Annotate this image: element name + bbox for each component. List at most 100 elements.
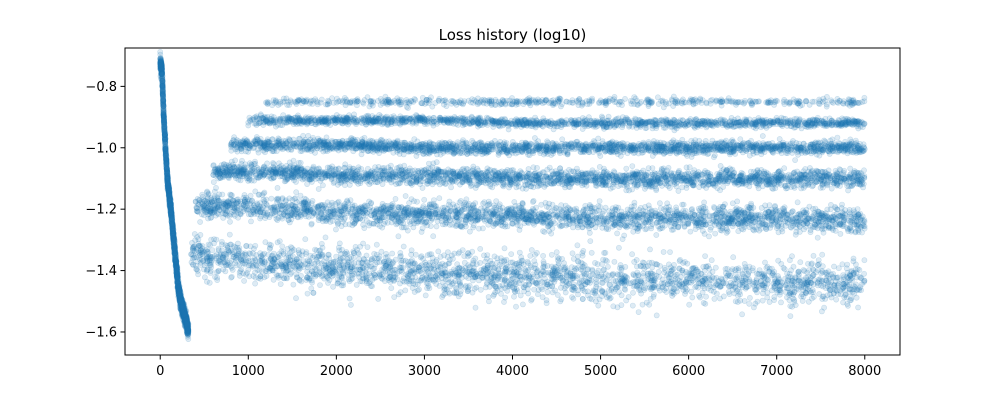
scatter-point xyxy=(789,281,795,288)
scatter-point xyxy=(206,279,213,286)
scatter-point xyxy=(537,272,544,279)
scatter-point xyxy=(385,264,392,270)
scatter-point xyxy=(214,277,221,283)
scatter-point xyxy=(221,259,227,266)
scatter-point xyxy=(313,247,320,254)
scatter-point xyxy=(775,279,781,286)
scatter-point xyxy=(762,280,769,287)
scatter-point xyxy=(290,281,297,288)
scatter-point xyxy=(181,308,187,315)
scatter-point xyxy=(175,293,182,300)
scatter-point xyxy=(649,259,655,266)
scatter-point xyxy=(157,60,164,67)
scatter-point xyxy=(411,289,418,295)
scatter-point xyxy=(522,281,528,288)
scatter-point xyxy=(666,278,672,284)
scatter-point xyxy=(311,252,318,259)
scatter-point xyxy=(160,109,167,116)
scatter-point xyxy=(171,247,178,254)
scatter-point xyxy=(851,286,858,293)
scatter-point xyxy=(399,277,406,284)
scatter-point xyxy=(310,289,317,296)
scatter-point xyxy=(552,276,559,283)
scatter-point xyxy=(173,258,180,265)
scatter-points xyxy=(157,49,868,342)
scatter-point xyxy=(549,263,555,270)
scatter-point xyxy=(256,267,263,274)
scatter-point xyxy=(676,282,682,289)
scatter-point xyxy=(650,278,657,285)
scatter-point xyxy=(682,258,688,265)
scatter-point xyxy=(428,265,434,272)
scatter-point xyxy=(646,301,653,308)
scatter-point xyxy=(655,285,662,291)
scatter-point xyxy=(540,264,547,271)
scatter-point xyxy=(702,300,709,307)
scatter-point xyxy=(173,270,180,277)
scatter-point xyxy=(330,283,336,290)
scatter-point xyxy=(473,284,480,291)
scatter-point xyxy=(385,275,392,281)
scatter-point xyxy=(617,262,624,268)
scatter-point xyxy=(569,270,576,277)
scatter-point xyxy=(848,295,855,302)
scatter-point xyxy=(162,139,169,146)
scatter-point xyxy=(174,273,181,280)
scatter-point xyxy=(446,290,453,297)
scatter-point xyxy=(180,304,187,311)
scatter-point xyxy=(350,249,357,256)
scatter-point xyxy=(796,268,802,275)
scatter-point xyxy=(787,303,794,309)
scatter-point xyxy=(215,259,221,266)
scatter-point xyxy=(181,313,188,320)
scatter-point xyxy=(205,241,212,248)
scatter-point xyxy=(175,285,182,292)
scatter-point xyxy=(236,269,243,276)
scatter-point xyxy=(185,329,192,336)
scatter-point xyxy=(717,295,723,302)
scatter-point xyxy=(159,81,166,88)
scatter-point xyxy=(267,244,274,251)
scatter-point xyxy=(226,231,233,238)
scatter-point xyxy=(497,255,504,261)
scatter-point xyxy=(490,264,496,271)
scatter-point xyxy=(373,274,379,281)
scatter-point xyxy=(252,280,258,287)
scatter-point xyxy=(819,267,825,274)
scatter-point xyxy=(501,245,508,252)
scatter-point xyxy=(421,266,428,273)
scatter-point xyxy=(607,294,614,301)
scatter-point xyxy=(629,251,635,258)
scatter-point xyxy=(771,272,778,279)
scatter-point xyxy=(553,249,560,256)
scatter-point xyxy=(203,268,210,274)
scatter-point xyxy=(245,266,252,273)
scatter-point xyxy=(506,269,513,276)
scatter-point xyxy=(746,268,752,275)
scatter-point xyxy=(343,249,350,255)
scatter-point xyxy=(157,65,164,72)
scatter-point xyxy=(726,291,733,297)
scatter-point xyxy=(613,284,620,291)
scatter-point xyxy=(209,247,216,253)
scatter-point xyxy=(224,244,231,251)
scatter-point xyxy=(295,247,302,254)
scatter-point xyxy=(522,266,528,273)
scatter-point xyxy=(435,276,441,283)
scatter-point xyxy=(389,250,396,257)
scatter-point xyxy=(527,262,534,269)
scatter-point xyxy=(475,277,482,284)
scatter-point xyxy=(809,266,816,273)
scatter-point xyxy=(183,316,190,322)
scatter-point xyxy=(395,291,402,298)
scatter-point xyxy=(289,245,295,251)
scatter-point xyxy=(162,148,169,155)
scatter-point xyxy=(336,247,343,254)
scatter-point xyxy=(771,297,777,303)
scatter-point xyxy=(175,285,182,292)
scatter-point xyxy=(438,270,445,276)
scatter-point xyxy=(747,294,753,301)
scatter-point xyxy=(711,295,718,302)
scatter-point xyxy=(220,252,227,258)
scatter-point xyxy=(195,271,201,278)
